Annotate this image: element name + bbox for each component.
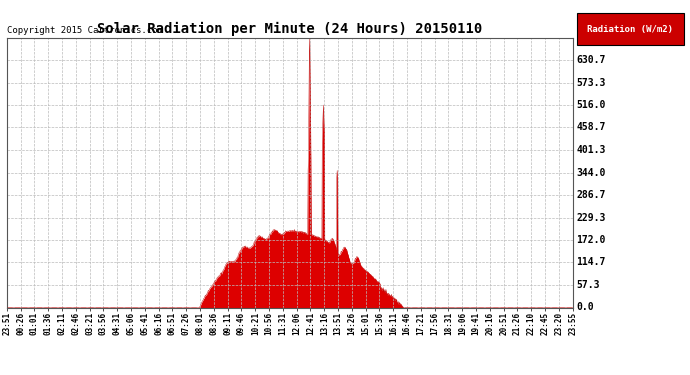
Text: 573.3: 573.3 [576,78,606,87]
Text: 229.3: 229.3 [576,213,606,222]
Title: Solar Radiation per Minute (24 Hours) 20150110: Solar Radiation per Minute (24 Hours) 20… [97,22,482,36]
Text: 114.7: 114.7 [576,258,606,267]
Text: 57.3: 57.3 [576,280,600,290]
Text: 458.7: 458.7 [576,123,606,132]
Text: 688.0: 688.0 [576,33,606,42]
Text: 401.3: 401.3 [576,145,606,155]
Text: 172.0: 172.0 [576,235,606,245]
Text: 0.0: 0.0 [576,303,594,312]
Text: 286.7: 286.7 [576,190,606,200]
Text: Copyright 2015 Cartronics.com: Copyright 2015 Cartronics.com [7,26,163,35]
Text: 344.0: 344.0 [576,168,606,177]
Text: 516.0: 516.0 [576,100,606,110]
Text: Radiation (W/m2): Radiation (W/m2) [587,25,673,34]
Text: 630.7: 630.7 [576,55,606,65]
